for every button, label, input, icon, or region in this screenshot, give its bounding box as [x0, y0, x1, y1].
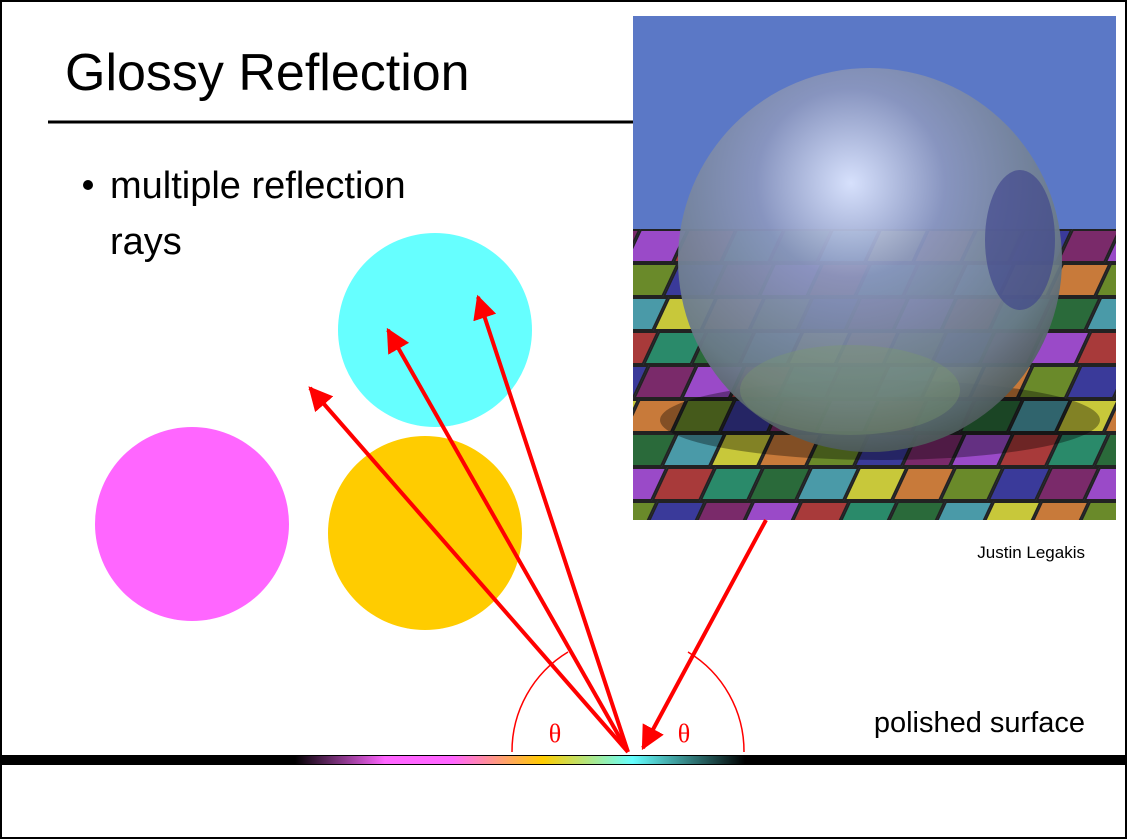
bullet-dot [83, 180, 93, 190]
cyan-ball [338, 233, 532, 427]
angle-label: θ [678, 719, 690, 748]
angle-label: θ [549, 719, 561, 748]
bullet-line: multiple reflection [110, 165, 406, 207]
title: Glossy Reflection [65, 44, 470, 102]
bullet-line: rays [110, 221, 182, 263]
image-credit: Justin Legakis [977, 543, 1085, 562]
orange-ball [328, 436, 522, 630]
slide: Glossy Reflection multiple reflection ra… [0, 0, 1127, 839]
surface-reflection [295, 756, 745, 764]
magenta-ball [95, 427, 289, 621]
surface-label: polished surface [874, 707, 1085, 739]
